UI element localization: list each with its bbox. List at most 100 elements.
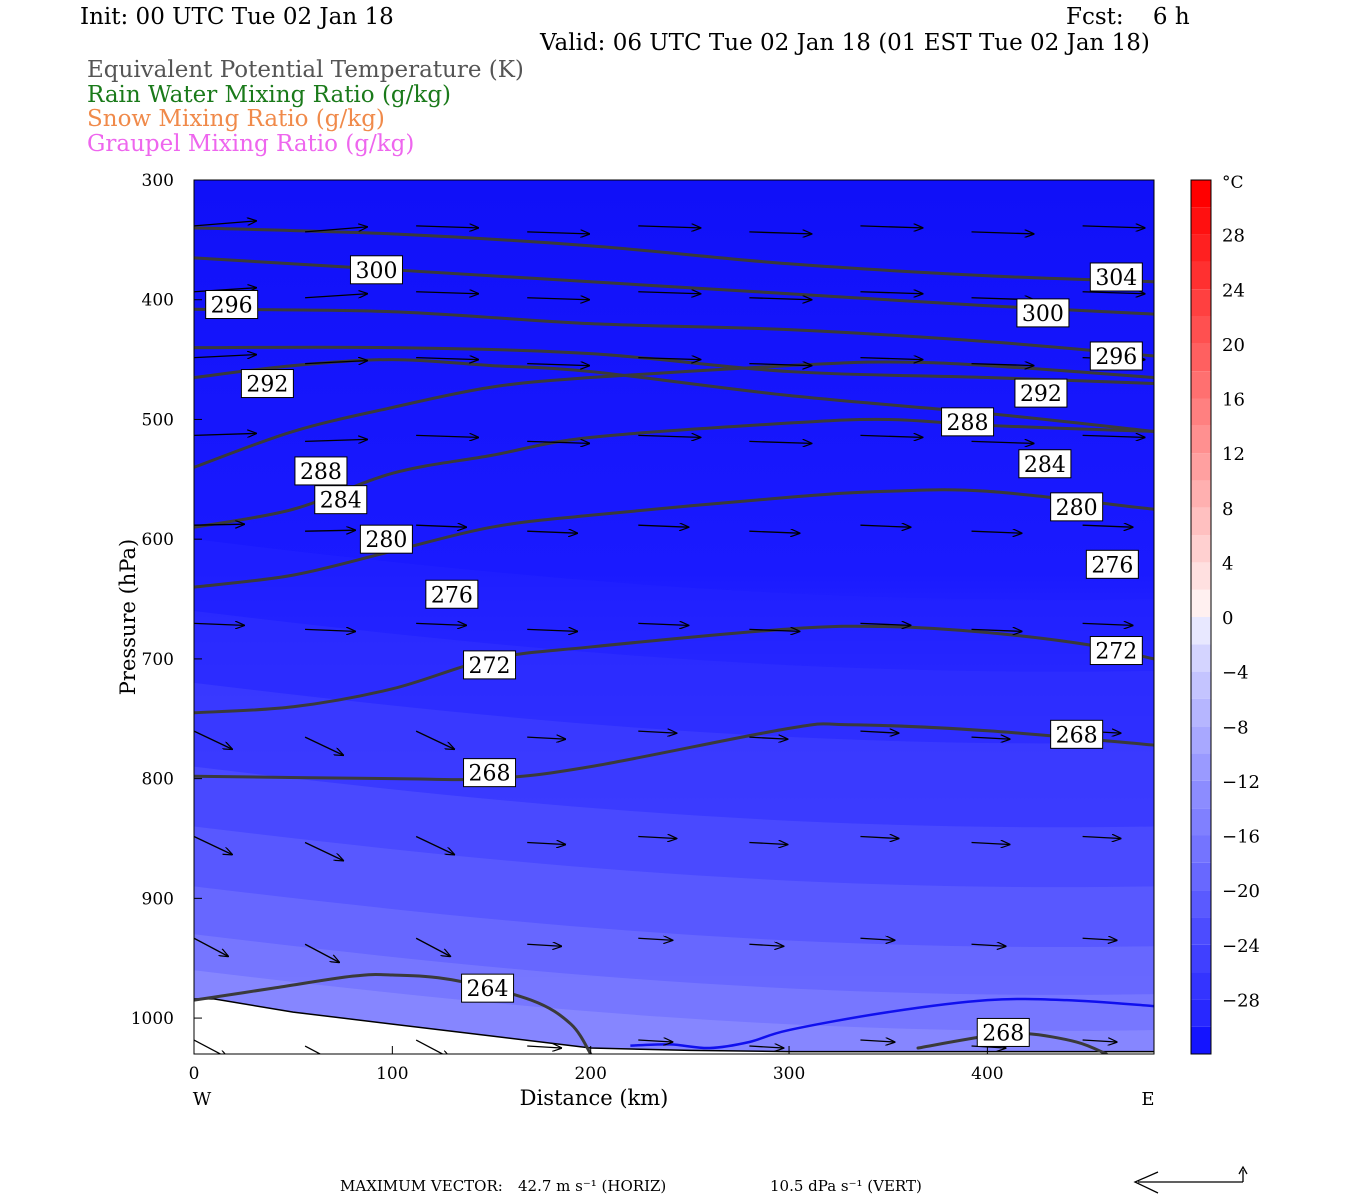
theta-e-label: 288: [941, 407, 995, 437]
wind-vector: [416, 435, 478, 437]
wind-vector: [415, 835, 454, 854]
theta-e-label: 296: [1089, 341, 1143, 371]
colorbar-tick-label: −28: [1222, 990, 1260, 1011]
wind-vector: [749, 298, 811, 300]
colorbar-tick-label: −20: [1222, 881, 1260, 902]
x-axis-title: Distance (km): [520, 1086, 669, 1110]
theta-e-label: 276: [1085, 549, 1139, 579]
y-tick-label: 600: [142, 530, 174, 550]
colorbar-swatch: [1191, 371, 1211, 399]
wind-vector: [1082, 623, 1133, 625]
wind-vector: [304, 943, 339, 962]
wind-vector: [527, 737, 565, 739]
wind-vector: [304, 1045, 322, 1054]
theta-e-label-text: 276: [431, 583, 473, 608]
theta-e-label: 304: [1089, 262, 1143, 292]
wind-vector: [304, 736, 343, 755]
wind-vector: [749, 531, 799, 533]
colorbar-swatch: [1191, 726, 1211, 754]
wind-vector: [971, 232, 1034, 234]
y-tick-label: 1000: [131, 1009, 174, 1029]
theta-e-label-text: 272: [1095, 640, 1137, 665]
colorbar-swatch: [1191, 862, 1211, 891]
wind-vector: [860, 525, 910, 527]
wind-vector: [638, 292, 700, 294]
theta-e-label-text: 272: [469, 654, 511, 679]
theta-e-label-text: 292: [246, 373, 288, 398]
y-tick-label: 700: [142, 650, 174, 670]
theta-e-label: 268: [463, 758, 517, 788]
colorbar-swatch: [1191, 316, 1211, 344]
wind-vector: [415, 1039, 450, 1054]
wind-vector: [638, 435, 700, 437]
wind-vector: [971, 842, 1010, 844]
plot-frame: [193, 179, 1155, 1055]
wind-vector: [971, 944, 1006, 946]
colorbar-tick-label: 8: [1222, 499, 1233, 520]
theta-e-label: 284: [1018, 449, 1072, 479]
colorbar-swatch: [1191, 698, 1211, 727]
legend-rain: Rain Water Mixing Ratio (g/kg): [87, 82, 452, 108]
wind-vector: [638, 731, 676, 733]
colorbar-tick-label: 12: [1222, 444, 1245, 465]
theta-e-label: 300: [1016, 298, 1070, 328]
theta-e-contour-272: [194, 624, 1154, 715]
wind-vector: [416, 226, 478, 228]
colorbar-swatch: [1191, 999, 1211, 1027]
theta-e-label-text: 268: [982, 1021, 1024, 1046]
colorbar-tick-label: −16: [1222, 827, 1260, 848]
colorbar-swatch: [1191, 207, 1211, 235]
theta-e-contour-304: [194, 226, 1154, 284]
wind-vector: [527, 531, 577, 533]
theta-e-label: 292: [240, 369, 294, 399]
colorbar-swatch: [1191, 644, 1211, 672]
wind-vector: [860, 731, 898, 733]
wind-vector: [416, 525, 466, 527]
theta-e-label: 280: [359, 524, 413, 554]
wind-vector: [971, 629, 1022, 631]
colorbar-tick-label: 0: [1222, 608, 1233, 629]
wind-vector: [749, 364, 811, 366]
wind-vector: [1082, 435, 1145, 437]
theta-e-label: 272: [463, 650, 517, 680]
colorbar-tick-label: −8: [1222, 717, 1249, 738]
wind-vector: [194, 524, 244, 525]
theta-e-label: 292: [1014, 378, 1068, 408]
y-axis-title: Pressure (hPa): [116, 539, 140, 695]
colorbar-swatch: [1191, 261, 1211, 290]
valid-time: Valid: 06 UTC Tue 02 Jan 18 (01 EST Tue …: [540, 30, 1150, 56]
theta-e-label-text: 288: [947, 411, 989, 436]
wind-vector: [527, 842, 565, 844]
wind-vector: [860, 226, 922, 228]
colorbar-swatch: [1191, 453, 1211, 481]
wind-vector: [749, 737, 787, 739]
theta-e-label-text: 300: [1022, 302, 1064, 327]
theta-e-label-text: 268: [469, 762, 511, 787]
colorbar-swatch: [1191, 480, 1211, 508]
wind-vector: [415, 937, 450, 956]
legend-snow: Snow Mixing Ratio (g/kg): [87, 106, 385, 132]
colorbar-tick-label: 28: [1222, 226, 1245, 247]
colorbar-swatch: [1191, 671, 1211, 699]
max-vector-vert: 10.5 dPa s⁻¹ (VERT): [770, 1177, 922, 1195]
wind-vector: [638, 623, 688, 625]
init-time: Init: 00 UTC Tue 02 Jan 18: [80, 4, 394, 30]
theta-e-label: 264: [461, 973, 515, 1003]
wind-vector: [749, 232, 811, 234]
wind-vector: [638, 836, 676, 838]
wind-vector: [194, 221, 256, 227]
theta-e-label-text: 296: [211, 294, 253, 319]
colorbar-swatch: [1191, 425, 1211, 454]
colorbar-tick-label: 24: [1222, 280, 1245, 301]
theta-e-label: 288: [294, 456, 348, 486]
x-tick-label: 200: [574, 1064, 606, 1084]
colorbar-swatch: [1191, 289, 1211, 317]
legend-graupel: Graupel Mixing Ratio (g/kg): [87, 131, 415, 157]
theta-e-contour-264: [194, 973, 593, 1054]
colorbar-frame: [1190, 179, 1212, 1055]
max-vector-horiz: 42.7 m s⁻¹ (HORIZ): [518, 1177, 667, 1195]
wind-vector: [194, 730, 232, 749]
colorbar-tick-label: 20: [1222, 335, 1245, 356]
theta-e-label-text: 268: [1056, 723, 1098, 748]
theta-e-label-text: 296: [1095, 345, 1137, 370]
